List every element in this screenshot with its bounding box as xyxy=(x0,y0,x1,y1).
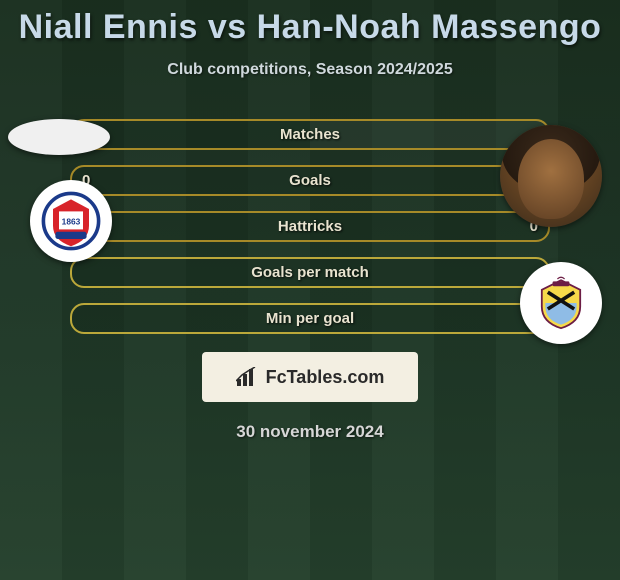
crest-icon xyxy=(531,273,591,333)
stat-label: Min per goal xyxy=(72,305,548,332)
stat-label: Goals xyxy=(72,167,548,194)
chart-icon xyxy=(236,367,260,387)
svg-text:1863: 1863 xyxy=(62,217,81,227)
stats-rows: Matches 1 0 Goals 0 0 Hattricks 0 Goals … xyxy=(70,119,550,334)
stat-row: Matches 1 xyxy=(70,119,550,150)
player2-avatar xyxy=(500,125,602,227)
brand-text: FcTables.com xyxy=(266,367,385,388)
player1-avatar xyxy=(8,119,110,155)
brand-badge[interactable]: FcTables.com xyxy=(202,352,418,402)
subtitle: Club competitions, Season 2024/2025 xyxy=(0,61,620,79)
crest-icon: 1863 xyxy=(41,191,101,251)
stat-row: 0 Goals 0 xyxy=(70,165,550,196)
page-title: Niall Ennis vs Han-Noah Massengo xyxy=(0,0,620,47)
player1-club-crest: 1863 xyxy=(30,180,112,262)
stat-label: Hattricks xyxy=(72,213,548,240)
date-text: 30 november 2024 xyxy=(0,422,620,442)
stat-row: 0 Hattricks 0 xyxy=(70,211,550,242)
stat-row: Min per goal xyxy=(70,303,550,334)
stat-label: Goals per match xyxy=(72,259,548,286)
avatar-face xyxy=(518,139,584,219)
stat-row: Goals per match xyxy=(70,257,550,288)
player2-club-crest xyxy=(520,262,602,344)
stat-label: Matches xyxy=(72,121,548,148)
